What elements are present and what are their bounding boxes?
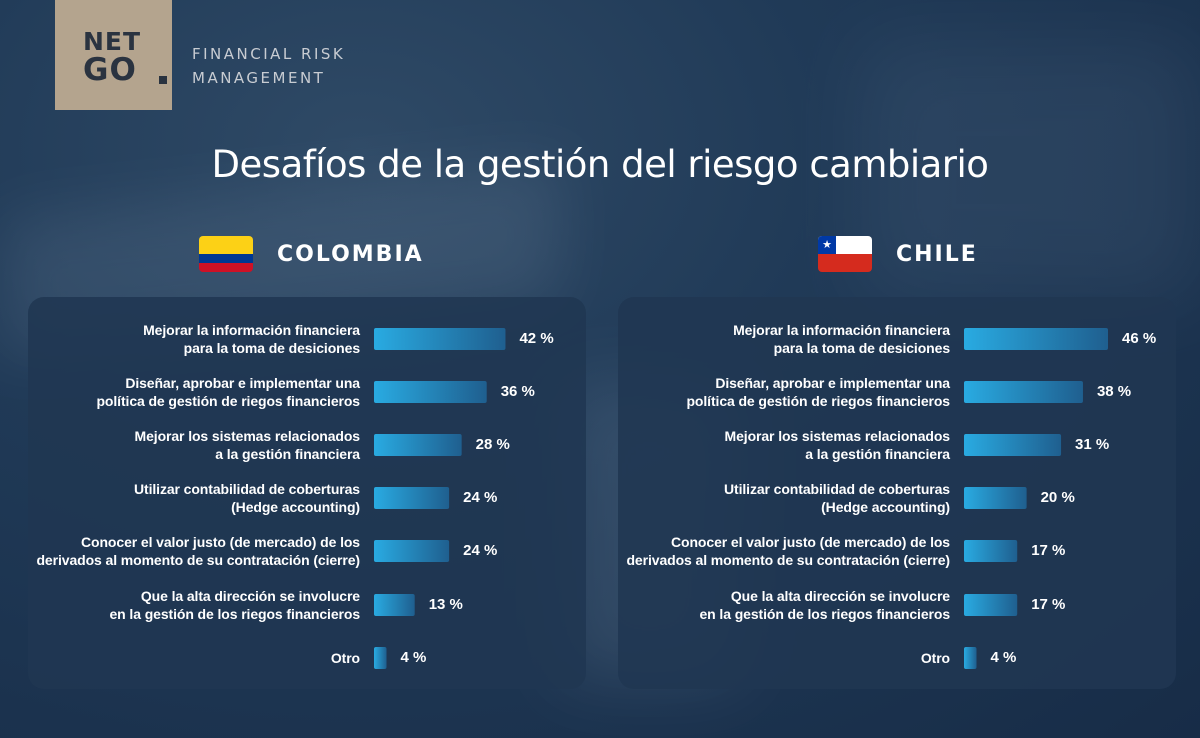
value-label: 28 % (475, 436, 510, 453)
colombia-header: COLOMBIA (199, 236, 424, 272)
bar-6 (374, 594, 415, 616)
tagline-line-1: FINANCIAL RISK (192, 45, 346, 63)
netgo-logo: NET GO (55, 0, 172, 110)
bar-4 (964, 487, 1027, 509)
category-label-line: (Hedge accounting) (821, 499, 950, 515)
colombia-chart-panel: 42 % Mejorar la información financiera par… (28, 297, 586, 689)
category-label-line: a la gestión financiera (805, 446, 950, 462)
value-label: 38 % (1096, 383, 1132, 400)
value-label: 24 % (463, 489, 498, 506)
bar-2 (964, 381, 1083, 403)
country-name-chile: CHILE (896, 241, 978, 267)
category-label-line: Mejorar los sistemas relacionados (134, 428, 361, 444)
category-label-line: Otro (920, 650, 950, 666)
value-label: 31 % (1075, 436, 1110, 453)
category-label-line: Conocer el valor justo (de mercado) de l… (671, 534, 950, 550)
category-label-line: Que la alta dirección se involucre (730, 588, 950, 604)
category-label-line: en la gestión de los riegos financieros (699, 606, 951, 622)
value-label: 20 % (1040, 489, 1075, 506)
logo-text-go: GO (83, 52, 137, 88)
bar-3 (964, 434, 1062, 456)
tagline-line-2: MANAGEMENT (192, 69, 326, 87)
category-label-line: Diseñar, aprobar e implementar una (715, 375, 950, 391)
category-label: Otro (921, 649, 950, 667)
bar-4 (374, 487, 450, 509)
bar-chart-svg (964, 328, 1108, 669)
value-label: 4 % (400, 649, 427, 666)
bar-1 (374, 328, 506, 350)
value-label: 46 % (1122, 330, 1157, 347)
category-label-line: Diseñar, aprobar e implementar una (125, 375, 360, 391)
logo-text-net: NET (83, 27, 142, 56)
colombia-flag-icon (199, 236, 253, 272)
category-label-line: Mejorar los sistemas relacionados (724, 428, 951, 444)
category-label-line: Que la alta dirección se involucre (140, 588, 360, 604)
category-label-line: a la gestión financiera (215, 446, 360, 462)
bar-7 (374, 647, 387, 669)
logo-dot (159, 76, 167, 84)
category-label-line: en la gestión de los riegos financieros (109, 606, 361, 622)
value-label: 17 % (1031, 542, 1066, 559)
background-photo-shape (860, 40, 1200, 300)
chile-chart-panel: 46 % Mejorar la información financiera par… (618, 297, 1176, 689)
country-name-colombia: COLOMBIA (277, 241, 424, 267)
category-label: Utilizar contabilidad de coberturas (Hedg… (134, 480, 360, 516)
bar-5 (374, 540, 450, 562)
bar-5 (964, 540, 1018, 562)
bar-3 (374, 434, 462, 456)
category-label-line: Conocer el valor justo (de mercado) de l… (81, 534, 360, 550)
category-label: Conocer el valor justo (de mercado) de l… (626, 533, 950, 569)
bar-6 (964, 594, 1018, 616)
category-label: Que la alta dirección se involucre en la … (700, 587, 951, 623)
bar-7 (964, 647, 977, 669)
page-title: Desafíos de la gestión del riesgo cambia… (211, 143, 989, 186)
category-label-line: Utilizar contabilidad de coberturas (134, 481, 360, 497)
bar-chart-svg (374, 328, 506, 669)
value-label: 13 % (428, 596, 463, 613)
category-label: Otro (331, 649, 360, 667)
category-label: Mejorar los sistemas relacionados a la ge… (134, 427, 361, 463)
category-label-line: para la toma de desiciones (183, 340, 360, 356)
category-label: Diseñar, aprobar e implementar una políti… (686, 374, 950, 410)
category-label-line: Mejorar la información financiera (733, 322, 950, 338)
bar-1 (964, 328, 1108, 350)
category-label: Mejorar los sistemas relacionados a la ge… (724, 427, 951, 463)
category-label-line: (Hedge accounting) (231, 499, 360, 515)
category-label-line: política de gestión de riegos financiero… (96, 393, 360, 409)
value-label: 36 % (500, 383, 535, 400)
category-label-line: derivados al momento de su contratación … (626, 552, 950, 568)
category-label-line: Mejorar la información financiera (143, 322, 360, 338)
chile-header: ★ CHILE (818, 236, 978, 272)
value-label: 17 % (1031, 596, 1066, 613)
category-label: Conocer el valor justo (de mercado) de l… (36, 533, 360, 569)
category-label: Diseñar, aprobar e implementar una políti… (96, 374, 360, 410)
value-label: 4 % (990, 649, 1017, 666)
category-label-line: política de gestión de riegos financiero… (686, 393, 950, 409)
category-label-line: Otro (330, 650, 360, 666)
category-label: Que la alta dirección se involucre en la … (110, 587, 361, 623)
category-label: Utilizar contabilidad de coberturas (Hedg… (724, 480, 950, 516)
chile-flag-icon: ★ (818, 236, 872, 272)
category-label: Mejorar la información financiera para la… (143, 321, 360, 357)
category-label-line: Utilizar contabilidad de coberturas (724, 481, 950, 497)
value-label: 24 % (463, 542, 498, 559)
category-label-line: derivados al momento de su contratación … (36, 552, 360, 568)
value-label: 42 % (519, 330, 554, 347)
category-label-line: para la toma de desiciones (773, 340, 950, 356)
category-label: Mejorar la información financiera para la… (733, 321, 950, 357)
bar-2 (374, 381, 487, 403)
brand-tagline: FINANCIAL RISK MANAGEMENT (192, 42, 345, 90)
